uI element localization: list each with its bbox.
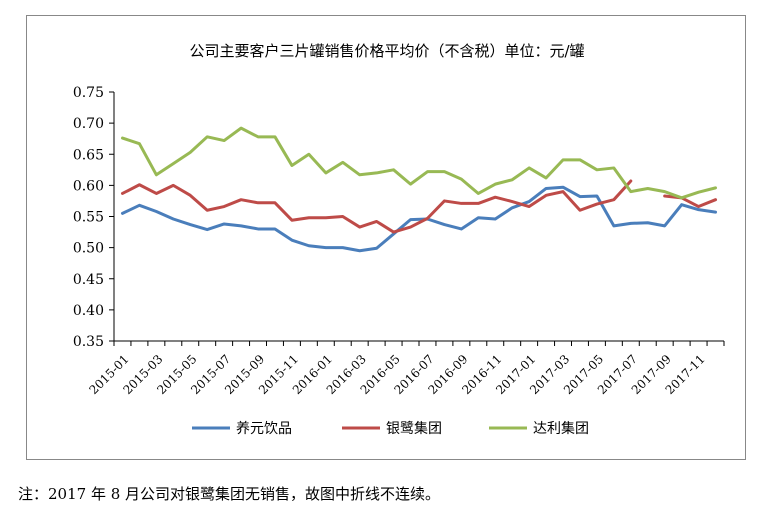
y-tick-label: 0.40 [73,303,104,319]
series-line-2 [120,179,718,234]
footnote: 注：2017 年 8 月公司对银鹭集团无销售，故图中折线不连续。 [18,485,441,503]
y-tick-label: 0.50 [73,241,104,257]
series-line-1 [120,185,718,253]
series-line-3 [120,126,718,200]
legend-label-3: 达利集团 [533,420,589,437]
y-tick-label: 0.65 [73,147,104,163]
line-chart: 公司主要客户三片罐销售价格平均价（不含税）单位：元/罐 0.75 0.70 0.65… [73,42,725,437]
chart-title: 公司主要客户三片罐销售价格平均价（不含税）单位：元/罐 [189,42,584,60]
y-tick-label: 0.55 [73,210,104,226]
y-tick-label: 0.35 [73,334,104,350]
chart-frame: 公司主要客户三片罐销售价格平均价（不含税）单位：元/罐 0.75 0.70 0.65… [26,15,746,460]
y-tick-label: 0.75 [73,85,104,101]
y-tick-label: 0.70 [73,116,104,132]
y-tick-label: 0.45 [73,272,104,288]
legend-label-1: 养元饮品 [236,421,292,437]
y-tick-label: 0.60 [73,178,104,194]
legend-label-2: 银鹭集团 [386,420,442,437]
